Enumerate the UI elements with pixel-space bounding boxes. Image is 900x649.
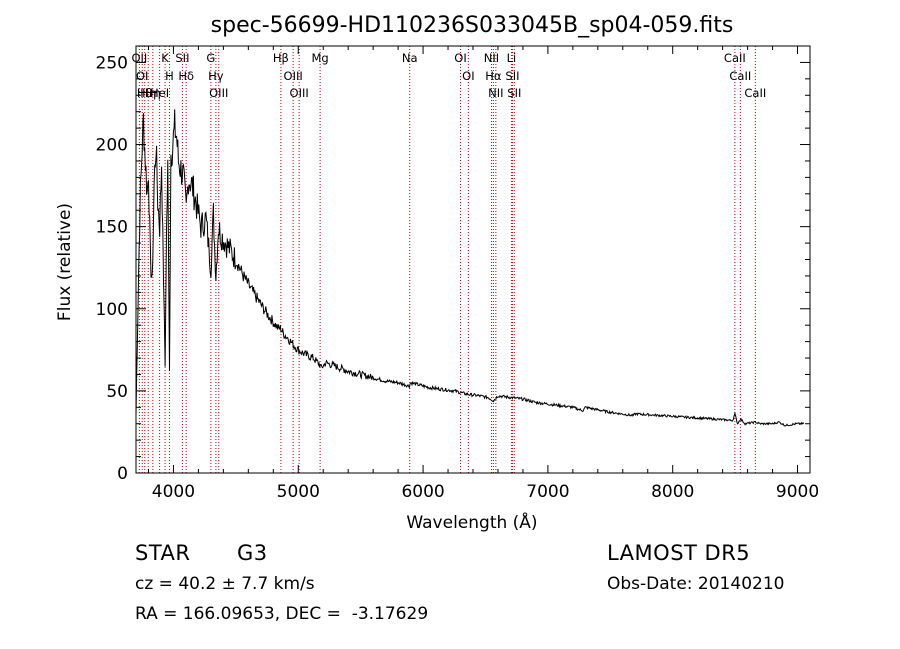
redshift-velocity: cz = 40.2 ± 7.7 km/s	[135, 574, 315, 594]
y-tick-label: 250	[96, 53, 128, 73]
survey-name: LAMOST DR5	[607, 541, 751, 565]
spectral-line-label: OI	[454, 51, 466, 65]
spectral-line-label: Hη	[140, 86, 156, 100]
spectral-line-label: OIII	[209, 86, 228, 100]
spectral-line-label: OII	[131, 51, 147, 65]
spectral-line-label: OI	[462, 69, 474, 83]
spectral-line-label: NII	[488, 86, 503, 100]
spectrum-line	[135, 109, 805, 427]
spectral-line-label: Na	[402, 51, 418, 65]
x-tick-label: 7000	[526, 482, 569, 502]
spectral-line-label: SII	[175, 51, 189, 65]
x-tick-label: 5000	[277, 482, 320, 502]
x-tick-label: 6000	[401, 482, 444, 502]
spectral-line-label: NII	[484, 51, 499, 65]
plot-frame	[135, 45, 811, 474]
y-tick-label: 100	[96, 300, 128, 320]
x-axis-label: Wavelength (Å)	[406, 511, 537, 533]
y-axis-label: Flux (relative)	[55, 203, 75, 321]
spectral-line-label: Hγ	[208, 69, 224, 83]
spectral-line-label: SII	[507, 86, 521, 100]
spectral-line-label: H	[165, 69, 174, 83]
x-axis-ticks: 4000 5000 6000 7000 8000 9000	[147, 46, 819, 502]
spectral-line-markers	[138, 46, 756, 473]
spectral-line-label: SII	[505, 69, 519, 83]
object-class: STAR	[135, 541, 191, 565]
spectral-line-label: Hβ	[273, 51, 289, 65]
spectral-line-label: CaII	[729, 69, 751, 83]
y-tick-label: 50	[106, 382, 128, 402]
spectral-line-label: OI	[136, 69, 148, 83]
spectral-line-label: OIII	[284, 69, 303, 83]
spectral-line-label: G	[206, 51, 215, 65]
spectral-line-label: K	[161, 51, 169, 65]
y-tick-label: 0	[117, 464, 128, 484]
spectral-line-label: CaII	[724, 51, 746, 65]
spectral-line-label: Hα	[485, 69, 502, 83]
spectral-line-label: Hθ	[137, 86, 153, 100]
x-tick-label: 8000	[651, 482, 694, 502]
spectral-line-label: Hη	[145, 86, 161, 100]
spectral-line-label: Li	[507, 51, 517, 65]
observation-date: Obs-Date: 20140210	[607, 574, 785, 594]
x-tick-label: 9000	[776, 482, 819, 502]
spectral-line-label: CaII	[744, 86, 766, 100]
y-tick-label: 150	[96, 218, 128, 238]
y-tick-label: 200	[96, 136, 128, 156]
object-subclass: G3	[237, 541, 268, 565]
spectral-line-label: HeI	[150, 86, 169, 100]
y-axis-ticks: 0 50 100 150 200 250	[96, 53, 810, 484]
chart-title: spec-56699-HD110236S033045B_sp04-059.fit…	[211, 13, 734, 38]
spectral-line-label: Hδ	[178, 69, 194, 83]
spectral-line-label: OIII	[290, 86, 309, 100]
coordinates: RA = 166.09653, DEC = -3.17629	[135, 604, 429, 624]
spectral-line-labels: OIIOIHθHηHηHeIKHSIIHδGHγOIIIHβOIIIOIIIMg…	[131, 51, 766, 100]
spectral-line-label: Mg	[311, 51, 328, 65]
x-tick-label: 4000	[152, 482, 195, 502]
